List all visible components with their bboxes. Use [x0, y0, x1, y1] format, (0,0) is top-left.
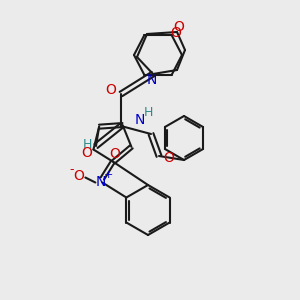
Text: N: N	[95, 176, 106, 190]
Text: H: H	[82, 139, 92, 152]
Text: O: O	[109, 148, 120, 161]
Text: O: O	[106, 83, 116, 97]
Text: O: O	[164, 151, 174, 165]
Text: O: O	[73, 169, 84, 184]
Text: O: O	[170, 26, 181, 40]
Text: O: O	[174, 20, 184, 34]
Text: O: O	[81, 146, 92, 161]
Text: N: N	[135, 113, 145, 127]
Text: +: +	[104, 170, 113, 181]
Text: N: N	[147, 73, 157, 87]
Text: -: -	[69, 163, 74, 176]
Text: H: H	[143, 106, 153, 119]
